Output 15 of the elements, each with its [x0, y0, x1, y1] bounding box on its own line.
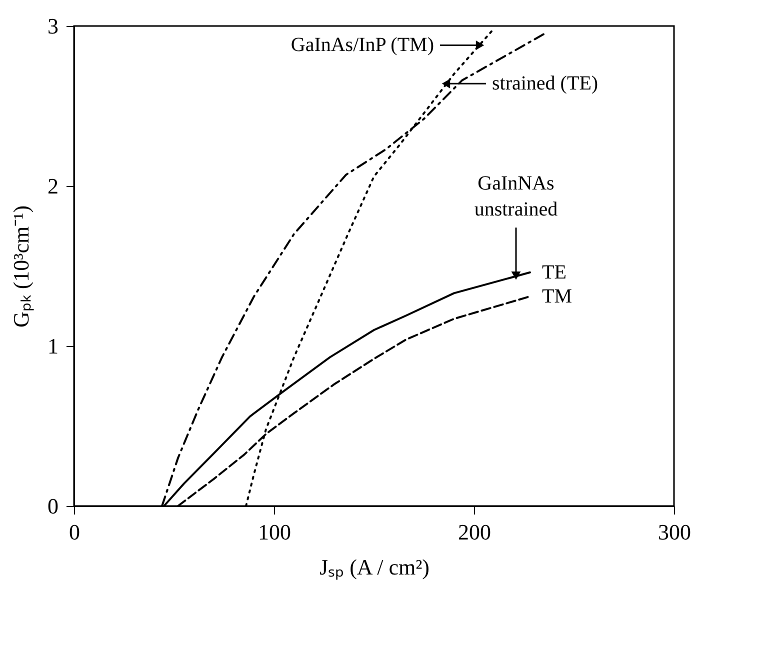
y-tick-label: 1: [48, 334, 58, 358]
legend-label: TE: [542, 261, 566, 284]
annotation: strained (TE): [492, 72, 598, 95]
series-label: TM: [542, 285, 572, 308]
y-tick-label: 3: [48, 14, 58, 38]
annotation: GaInAs/InP (TM): [290, 34, 434, 56]
x-tick-label: 200: [458, 520, 491, 544]
x-tick-label: 100: [258, 520, 291, 544]
annotation: GaInNAs unstrained: [474, 172, 558, 221]
y-axis-title: Gₚₖ (10³cm⁻¹): [8, 205, 34, 328]
y-tick-label: 2: [48, 174, 58, 198]
x-tick-label: 300: [658, 520, 691, 544]
x-axis-title: Jₛₚ (A / cm²): [320, 554, 430, 580]
y-tick-label: 0: [48, 494, 58, 518]
x-tick-label: 0: [69, 520, 80, 544]
